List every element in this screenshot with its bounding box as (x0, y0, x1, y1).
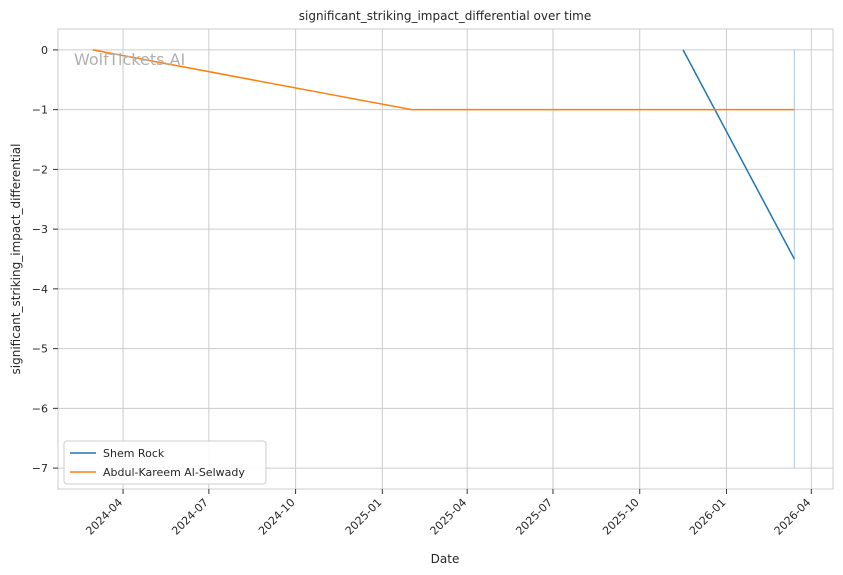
y-axis-title: significant_striking_impact_differential (9, 144, 23, 375)
legend-label-abdul-kareem-al-selwady: Abdul-Kareem Al-Selwady (103, 466, 245, 479)
y-tick-label--2: −2 (32, 163, 48, 176)
y-tick-label-0: 0 (41, 44, 48, 57)
y-tick-label--3: −3 (32, 223, 48, 236)
legend-box (63, 440, 267, 485)
chart-title: significant_striking_impact_differential… (299, 9, 591, 23)
y-tick-label--7: −7 (32, 462, 48, 475)
x-axis-title: Date (431, 552, 460, 566)
series-line-shem-rock (682, 49, 796, 260)
y-tick-label--6: −6 (32, 402, 48, 415)
y-tick-label--4: −4 (32, 283, 48, 296)
legend: Shem Rock Abdul-Kareem Al-Selwady (63, 440, 267, 485)
y-axis-ticks: 0 −1 −2 −3 −4 −5 −6 −7 (32, 44, 58, 475)
plot-border (57, 28, 834, 490)
plot-frame (57, 28, 834, 490)
y-tick-label--1: −1 (32, 104, 48, 117)
series-lines (92, 49, 796, 469)
series-line-abdul-kareem-al-selwady (92, 49, 795, 111)
legend-label-shem-rock: Shem Rock (103, 447, 165, 460)
watermark: WolfTickets.AI (74, 50, 185, 69)
y-tick-label--5: −5 (32, 343, 48, 356)
